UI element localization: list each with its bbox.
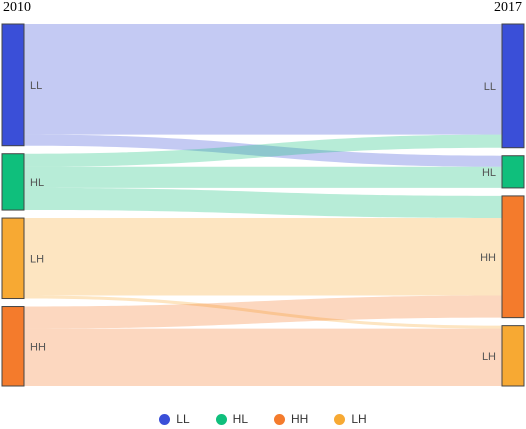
node-left-ll[interactable] — [1, 23, 25, 147]
year-label-2010: 2010 — [3, 0, 31, 15]
legend-label-ll: LL — [176, 412, 190, 426]
link-hl-to-hh[interactable] — [24, 187, 502, 219]
legend-label-lh: LH — [351, 412, 367, 426]
legend-item-ll[interactable]: LL — [159, 412, 190, 426]
node-label-left-lh: LH — [30, 253, 44, 265]
node-right-lh[interactable] — [501, 325, 525, 387]
node-label-right-hl: HL — [482, 167, 496, 179]
legend-item-hh[interactable]: HH — [274, 412, 308, 426]
node-label-right-hh: HH — [480, 252, 496, 264]
node-left-hh[interactable] — [1, 306, 25, 387]
link-hh-to-lh[interactable] — [24, 328, 502, 386]
links-group — [24, 24, 502, 386]
legend: LL HL HH LH — [0, 412, 526, 426]
nodes-group: LL HL LH HH LL HL HH LH — [1, 23, 525, 387]
legend-marker-ll — [159, 413, 171, 425]
node-right-hh[interactable] — [501, 195, 525, 319]
link-ll-to-ll[interactable] — [24, 24, 502, 135]
node-left-lh[interactable] — [1, 217, 25, 300]
legend-marker-hh — [274, 413, 285, 425]
link-hh-to-hh[interactable] — [24, 295, 502, 329]
link-hl-to-ll[interactable] — [24, 134, 502, 167]
link-lh-to-hh[interactable] — [24, 218, 502, 296]
year-label-2017: 2017 — [494, 0, 522, 15]
node-label-right-ll: LL — [484, 81, 496, 93]
legend-marker-hl — [215, 413, 227, 425]
node-label-right-lh: LH — [482, 351, 496, 363]
link-ll-to-hl[interactable] — [24, 134, 502, 167]
node-right-ll[interactable] — [501, 23, 525, 149]
node-right-hl[interactable] — [501, 155, 525, 189]
legend-item-lh[interactable]: LH — [334, 412, 367, 426]
legend-item-hl[interactable]: HL — [215, 412, 248, 426]
node-label-left-hh: HH — [30, 341, 46, 353]
legend-marker-lh — [334, 413, 346, 425]
node-label-left-hl: HL — [30, 177, 44, 189]
node-left-hl[interactable] — [1, 153, 25, 211]
legend-label-hh: HH — [291, 412, 309, 426]
legend-label-hl: HL — [232, 412, 248, 426]
node-label-left-ll: LL — [30, 80, 42, 92]
link-lh-to-lh[interactable] — [24, 295, 502, 329]
link-hl-to-hl[interactable] — [24, 166, 502, 188]
